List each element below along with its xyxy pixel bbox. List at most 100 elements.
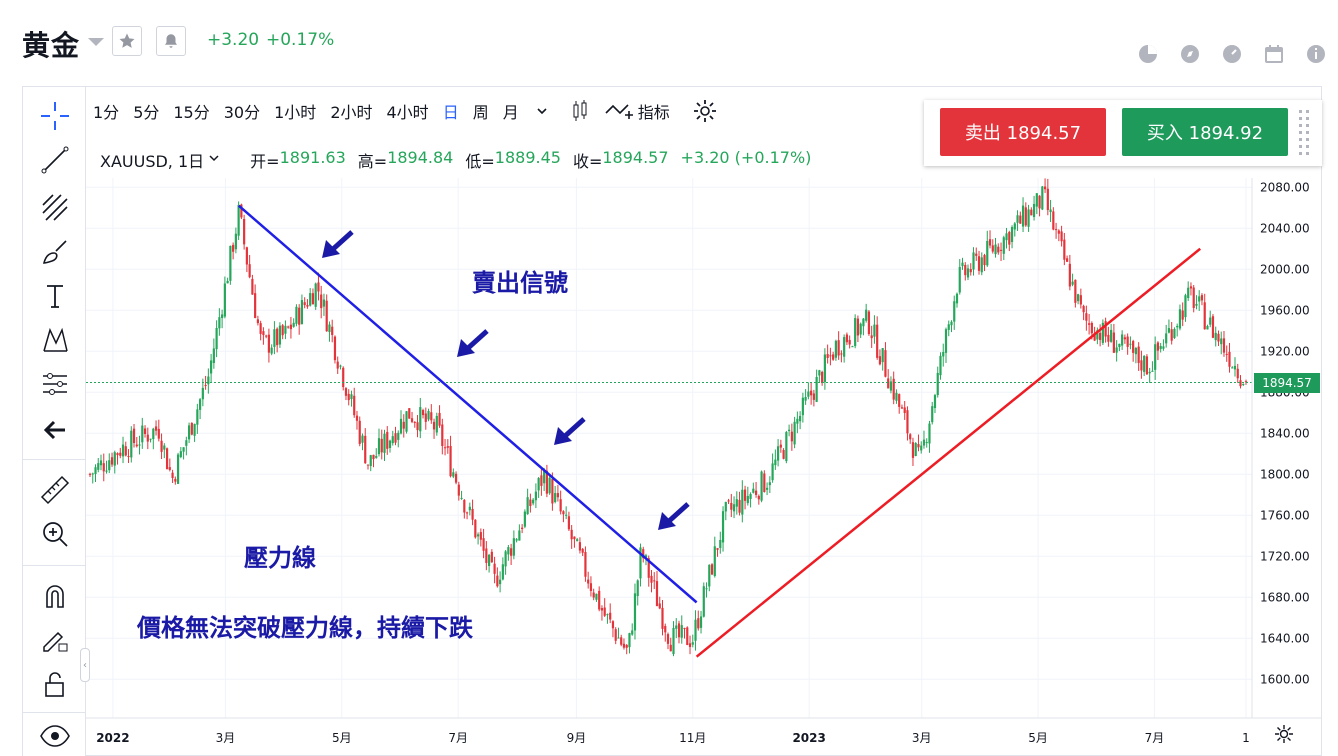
- candle-body: [765, 487, 769, 490]
- time-axis: 2022 3月 5月 7月 9月 11月 2023 3月 5月 7月 1: [96, 731, 1250, 745]
- candle-body: [331, 326, 334, 336]
- candle-body: [353, 395, 356, 416]
- crosshair-tool[interactable]: [30, 98, 80, 134]
- candle-body: [540, 475, 543, 486]
- back-tool[interactable]: [30, 412, 80, 448]
- interval-button[interactable]: 30分: [223, 103, 261, 122]
- interval-button[interactable]: 2小时: [330, 103, 373, 122]
- lock-drawing-tool[interactable]: [30, 622, 80, 658]
- drag-handle-icon[interactable]: [1296, 108, 1312, 156]
- indicators-icon[interactable]: [604, 99, 634, 123]
- interval-button[interactable]: 周: [472, 103, 489, 122]
- down-left-arrow-icon: [457, 329, 489, 357]
- unlock-tool[interactable]: [30, 666, 80, 702]
- alert-button[interactable]: [156, 26, 186, 56]
- candle-body: [386, 431, 389, 449]
- clock-icon[interactable]: [1222, 44, 1242, 64]
- candle-body: [1170, 329, 1173, 341]
- compass-icon[interactable]: [1180, 44, 1200, 64]
- gear-icon[interactable]: [692, 98, 718, 124]
- candle-body: [647, 558, 650, 578]
- fib-tool[interactable]: [30, 190, 80, 226]
- arrow-left-icon: [43, 420, 65, 440]
- crosshair-icon: [41, 102, 69, 130]
- candle-body: [1065, 258, 1069, 262]
- interval-button[interactable]: 4小时: [386, 103, 429, 122]
- support-trendline[interactable]: [695, 247, 1202, 658]
- chevron-down-icon[interactable]: [534, 103, 550, 119]
- arrow-head: [457, 339, 475, 357]
- candle-body: [339, 365, 342, 367]
- candle-body: [193, 423, 196, 436]
- candle-body: [554, 493, 557, 503]
- candle-body: [776, 446, 780, 461]
- candle-body: [732, 504, 736, 512]
- candlestick-type-icon[interactable]: [568, 99, 592, 123]
- favorite-button[interactable]: [112, 26, 142, 56]
- resistance-trendline[interactable]: [237, 204, 698, 604]
- candle-body: [661, 607, 664, 629]
- candle-body: [1079, 295, 1082, 305]
- brush-icon: [42, 240, 67, 264]
- candle-body: [372, 454, 375, 460]
- time-tick-label: 3月: [216, 731, 236, 745]
- pattern-tool[interactable]: [30, 322, 80, 358]
- chevron-down-icon[interactable]: [208, 152, 220, 164]
- candle-body: [221, 314, 224, 319]
- magnet-tool[interactable]: [30, 578, 80, 614]
- time-tick-label: 9月: [567, 731, 587, 745]
- candle-body: [391, 436, 394, 444]
- candle-body: [840, 353, 843, 355]
- candle-body: [113, 452, 116, 466]
- interval-button[interactable]: 1分: [93, 103, 120, 122]
- candle-body: [865, 309, 868, 321]
- ruler-tool[interactable]: [30, 472, 80, 508]
- candle-body: [672, 627, 675, 655]
- interval-button[interactable]: 5分: [133, 103, 160, 122]
- candle-body: [1016, 215, 1019, 223]
- candle-body: [1082, 305, 1085, 313]
- candle-body: [1187, 287, 1190, 299]
- candle-body: [702, 586, 705, 617]
- candle-body: [1181, 310, 1184, 320]
- trendline-tool[interactable]: [30, 142, 80, 178]
- candle-body: [688, 643, 692, 648]
- candle-body: [358, 420, 361, 444]
- candle-body: [832, 354, 835, 360]
- indicators-button[interactable]: 指标: [637, 103, 670, 122]
- brush-tool[interactable]: [30, 234, 80, 270]
- interval-button[interactable]: 15分: [173, 103, 210, 122]
- text-tool[interactable]: [30, 278, 80, 314]
- candle-body: [361, 435, 364, 443]
- symbol-dropdown-icon[interactable]: [88, 38, 104, 46]
- buy-button[interactable]: 买入 1894.92: [1122, 108, 1288, 156]
- candle-body: [573, 536, 576, 540]
- candle-body: [121, 444, 125, 457]
- candle-body: [895, 392, 898, 401]
- interval-button[interactable]: 1小时: [274, 103, 317, 122]
- candle-body: [925, 442, 928, 444]
- info-icon[interactable]: [1306, 44, 1326, 64]
- sell-button[interactable]: 卖出 1894.57: [940, 108, 1106, 156]
- interval-button[interactable]: 日: [442, 103, 459, 122]
- symbol-interval[interactable]: XAUUSD, 1日: [100, 152, 205, 171]
- candle-body: [482, 538, 485, 551]
- settings-gear-icon[interactable]: [1274, 724, 1294, 744]
- visibility-tool[interactable]: [30, 718, 80, 754]
- candle-body: [567, 516, 571, 530]
- symbol-title[interactable]: 黄金: [22, 29, 81, 62]
- candle-body: [578, 542, 582, 551]
- candle-body: [785, 432, 788, 462]
- prediction-tool[interactable]: [30, 366, 80, 402]
- candle-body: [515, 539, 518, 541]
- calendar-icon[interactable]: [1264, 44, 1284, 64]
- candle-body: [1233, 365, 1237, 370]
- candle-body: [694, 619, 697, 641]
- zoom-tool[interactable]: [30, 516, 80, 552]
- candle-body: [611, 621, 615, 629]
- pie-chart-icon[interactable]: [1138, 44, 1158, 64]
- candle-body: [713, 546, 716, 577]
- collapse-toolbar-button[interactable]: ‹: [80, 648, 90, 682]
- interval-button[interactable]: 月: [502, 103, 519, 122]
